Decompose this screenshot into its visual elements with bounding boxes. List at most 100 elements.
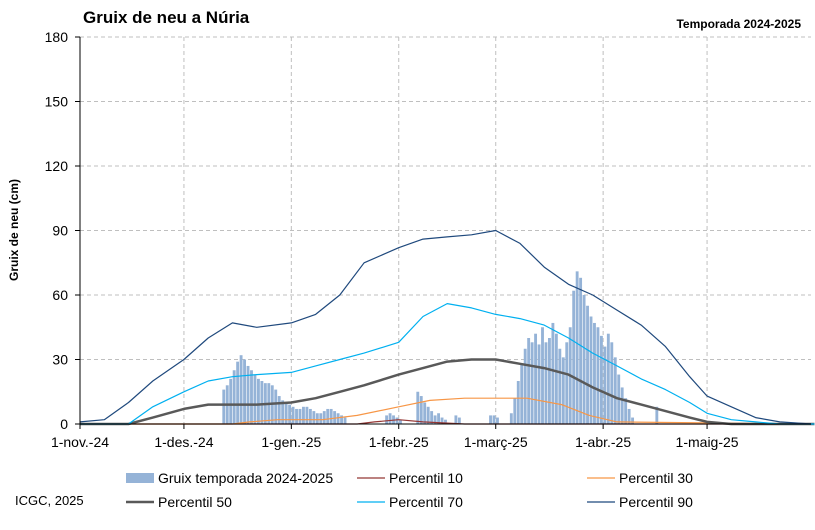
snow-bar <box>305 406 309 424</box>
legend-label-p50: Percentil 50 <box>158 494 232 510</box>
x-tick-label: 1-abr.-25 <box>575 434 631 450</box>
snow-bar <box>613 357 617 424</box>
legend-label-p90: Percentil 90 <box>619 494 693 510</box>
x-tick-label: 1-nov.-24 <box>51 434 109 450</box>
snow-bar <box>243 359 246 424</box>
snow-bar <box>537 344 541 424</box>
snow-bar <box>572 290 576 424</box>
snow-bar <box>496 417 499 424</box>
snow-bar <box>343 417 347 424</box>
snow-bar <box>541 327 544 424</box>
snow-bar <box>322 411 326 424</box>
snow-bar <box>232 370 236 424</box>
x-tick-label: 1-des.-24 <box>154 434 213 450</box>
snow-bar <box>416 391 420 424</box>
snow-bar <box>561 357 565 424</box>
snow-bars <box>222 271 659 424</box>
snow-bar <box>426 406 430 424</box>
snow-bar <box>558 348 562 424</box>
y-axis-label: Gruix de neu (cm) <box>7 179 21 281</box>
y-tick-label: 30 <box>52 352 68 368</box>
x-tick-label: 1-febr.-25 <box>369 434 429 450</box>
snow-bar <box>596 327 600 424</box>
snow-bar <box>548 338 551 424</box>
snow-bar <box>575 271 579 424</box>
snow-bar <box>603 346 607 424</box>
snow-bar <box>544 342 548 424</box>
snow-bar <box>444 419 447 424</box>
x-tick-label: 1-maig-25 <box>676 434 739 450</box>
snow-bar <box>440 417 444 424</box>
snow-bar <box>222 389 226 424</box>
axes: 0 30 60 90 120 150 180 1-nov.-24 1-des.-24 1-gen.… <box>45 29 811 450</box>
snow-bar <box>631 417 635 424</box>
snow-bar <box>579 277 583 424</box>
legend: Gruix temporada 2024-2025 Percentil 10 Per… <box>126 470 693 510</box>
snow-bar <box>565 342 569 424</box>
percentile-line-p30 <box>80 397 815 425</box>
snow-bar <box>610 342 614 424</box>
legend-label-bars: Gruix temporada 2024-2025 <box>158 470 333 486</box>
snow-bar <box>239 355 243 424</box>
snow-bar <box>624 398 628 424</box>
snow-bar <box>329 408 333 424</box>
snow-bar <box>554 333 558 424</box>
snow-bar <box>530 342 534 424</box>
chart-subtitle: Temporada 2024-2025 <box>676 17 801 31</box>
y-tick-label: 90 <box>52 223 68 239</box>
legend-swatch-bars <box>126 473 154 483</box>
percentile-line-p90 <box>79 229 812 425</box>
snow-bar <box>336 413 340 424</box>
snow-bar <box>551 322 555 424</box>
snow-bar <box>236 361 240 424</box>
snow-bar <box>284 402 288 424</box>
snow-bar <box>599 335 603 424</box>
snow-bar <box>260 381 264 424</box>
x-tick-label: 1-gen.-25 <box>261 434 321 450</box>
legend-label-p30: Percentil 30 <box>619 470 693 486</box>
snow-bar <box>423 402 427 424</box>
snow-bar <box>419 396 423 424</box>
snow-bar <box>489 415 492 424</box>
snow-bar <box>274 389 278 424</box>
snow-bar <box>593 322 596 424</box>
snow-bar <box>277 396 281 424</box>
y-tick-label: 0 <box>60 416 68 432</box>
legend-label-p10: Percentil 10 <box>389 470 463 486</box>
snow-bar <box>288 404 292 424</box>
snow-bar <box>388 413 392 424</box>
snow-bar <box>340 415 343 424</box>
snow-bar <box>433 415 437 424</box>
snow-bar <box>256 378 260 424</box>
snow-bar <box>509 413 513 424</box>
snow-bar <box>295 408 298 424</box>
snow-bar <box>589 316 593 424</box>
snow-bar <box>315 413 319 424</box>
snow-bar <box>606 333 610 424</box>
snow-bar <box>229 378 233 424</box>
snow-bar <box>312 411 316 424</box>
snow-bar <box>523 348 527 424</box>
percentile-lines <box>79 229 815 426</box>
snow-bar <box>582 295 586 424</box>
percentile-line-p50 <box>80 358 815 426</box>
snow-bar <box>457 417 461 424</box>
snow-bar <box>250 370 253 424</box>
snow-bar <box>437 413 441 424</box>
x-tick-label: 1-març-25 <box>464 434 528 450</box>
grid-lines <box>80 36 811 424</box>
snow-bar <box>534 333 538 424</box>
snow-bar <box>281 400 285 424</box>
snow-bar <box>395 417 399 424</box>
legend-label-p70: Percentil 70 <box>389 494 463 510</box>
snow-bar <box>620 387 624 424</box>
y-tick-label: 150 <box>45 94 69 110</box>
chart-title: Gruix de neu a Núria <box>83 8 250 27</box>
snow-bar <box>246 365 250 424</box>
y-tick-label: 180 <box>45 29 69 45</box>
snow-bar <box>627 408 631 424</box>
snow-bar <box>385 415 389 424</box>
y-tick-label: 120 <box>45 158 69 174</box>
